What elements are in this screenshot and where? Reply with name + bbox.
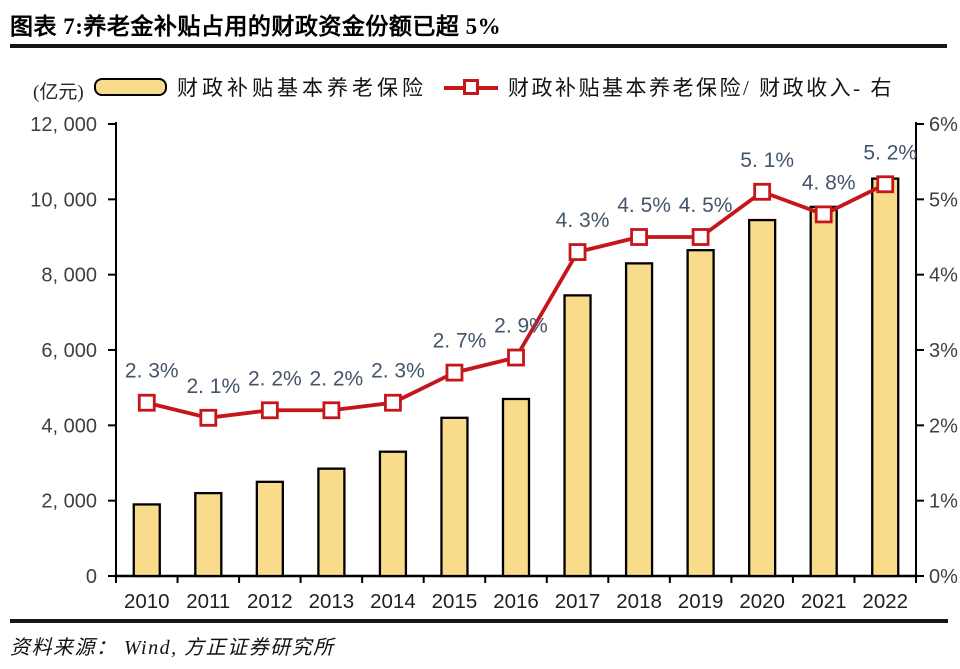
bar-2016 [501,397,531,578]
line-series-legend-label: 财政补贴基本养老保险/ 财政收入- 右 [508,76,894,100]
x-tick-label-2018: 2018 [616,590,662,613]
bar-2021 [809,205,838,578]
line-marker-2022 [876,175,895,194]
bar-series-swatch-icon [94,78,167,96]
bar-2011 [194,491,223,578]
line-marker-2010 [137,393,156,412]
x-tick-label-2022: 2022 [862,590,908,613]
right-axis-tick-label: 6% [929,114,958,136]
bar-2018 [624,262,654,578]
x-tick-label-2020: 2020 [739,590,785,613]
point-label-2017: 4. 3% [556,209,610,232]
bar-2022 [871,177,900,578]
bar-2015 [440,416,469,578]
point-label-2013: 2. 2% [310,367,364,390]
line-marker-2017 [568,243,587,261]
x-tick-label-2011: 2011 [186,590,230,613]
line-marker-2021 [814,205,833,224]
right-axis-tick-label: 3% [929,340,958,362]
bar-2013 [317,467,346,578]
point-label-2021: 4. 8% [802,171,856,194]
figure-title: 图表 7:养老金补贴占用的财政资金份额已超 5% [10,14,502,39]
point-label-2020: 5. 1% [740,149,794,172]
bar-2010 [132,503,161,578]
x-tick-label-2015: 2015 [432,590,478,613]
x-tick-label-2012: 2012 [247,590,293,613]
line-marker-2020 [753,182,772,201]
line-marker-2016 [507,348,525,367]
left-axis-tick-label: 12, 000 [30,114,97,136]
line-marker-2018 [630,228,648,246]
right-axis-tick-label: 1% [929,491,958,513]
left-axis-tick-label: 4, 000 [41,415,97,437]
left-axis-tick-label: 6, 000 [41,340,97,362]
x-tick-label-2014: 2014 [370,590,416,613]
x-tick-label-2013: 2013 [309,590,355,613]
left-axis-tick-label: 10, 000 [30,189,97,211]
point-label-2018: 4. 5% [617,194,671,217]
x-tick-label-2016: 2016 [493,590,539,613]
line-marker-2014 [384,393,402,412]
left-axis-unit-label: (亿元) [33,82,84,103]
point-label-2014: 2. 3% [371,360,425,383]
x-tick-label-2019: 2019 [678,590,724,613]
line-marker-2015 [445,363,464,382]
left-axis-tick-label: 2, 000 [41,491,97,513]
bar-2020 [748,218,777,578]
bar-series-legend-label: 财政补贴基本养老保险 [177,76,427,100]
left-axis-tick-label: 8, 000 [41,265,97,287]
line-marker-2011 [199,408,218,427]
line-series-marker-icon [463,79,479,95]
x-tick-label-2021: 2021 [801,590,847,613]
source-note: 资料来源： Wind, 方正证券研究所 [10,637,335,659]
point-label-2012: 2. 2% [248,367,302,390]
x-tick-label-2010: 2010 [124,590,170,613]
right-axis-tick-label: 5% [929,189,958,211]
right-axis-tick-label: 2% [929,415,958,437]
bar-2014 [378,450,408,578]
right-axis-tick-label: 4% [929,265,958,287]
point-label-2022: 5. 2% [863,141,917,164]
point-label-2010: 2. 3% [125,360,179,383]
bar-2012 [255,480,284,578]
title-divider [10,44,947,48]
left-axis-tick-label: 0 [86,566,97,588]
x-tick-label-2017: 2017 [555,590,601,613]
footer-divider [10,619,948,623]
point-label-2019: 4. 5% [679,194,733,217]
point-label-2011: 2. 1% [186,375,240,398]
point-label-2015: 2. 7% [433,330,487,353]
bar-2019 [686,249,715,578]
right-axis-tick-label: 0% [929,566,958,588]
point-label-2016: 2. 9% [494,315,548,338]
line-marker-2012 [260,401,279,420]
bar-2017 [563,294,592,578]
line-marker-2019 [691,228,710,246]
line-marker-2013 [322,401,341,420]
